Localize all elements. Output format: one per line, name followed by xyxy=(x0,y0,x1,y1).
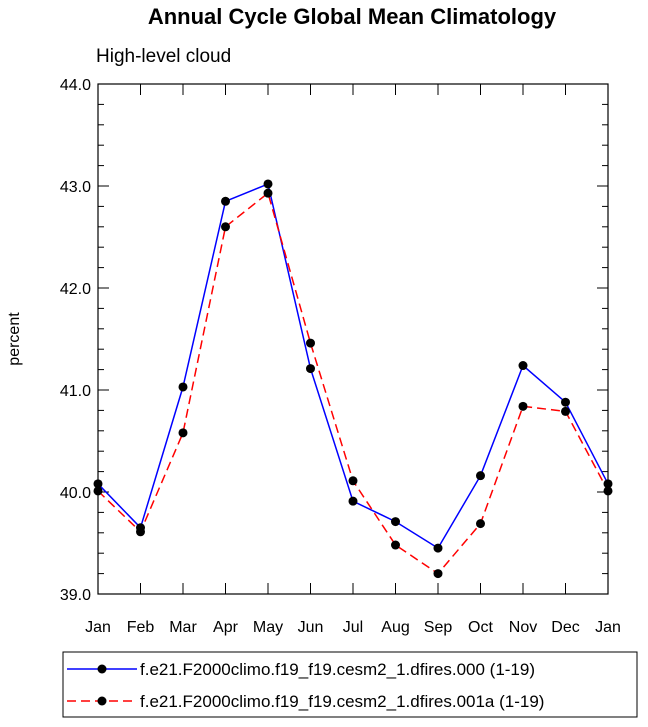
y-tick-label: 43.0 xyxy=(60,179,91,196)
series-0-point xyxy=(433,543,443,553)
series-1-point xyxy=(518,401,528,411)
x-tick-label: Jun xyxy=(298,619,324,636)
y-tick-label: 40.0 xyxy=(60,485,91,502)
series-1-point xyxy=(391,540,400,550)
x-tick-label: Sep xyxy=(424,619,453,636)
legend-marker-0 xyxy=(97,664,107,674)
x-tick-label: Jan xyxy=(85,619,111,636)
x-tick-label: Jan xyxy=(595,619,621,636)
legend-label-1: f.e21.F2000climo.f19_f19.cesm2_1.dfires.… xyxy=(140,692,544,711)
x-tick-label: Mar xyxy=(169,619,197,636)
series-0-point xyxy=(221,196,230,206)
series-layer xyxy=(93,179,613,579)
series-1-point xyxy=(561,406,570,416)
series-0-point xyxy=(476,471,485,481)
axis-ticks: 39.0 40.0 41.0 42.0 43.0 44.0 Jan Feb Mar Apr May J… xyxy=(60,77,621,636)
chart-subtitle: High-level cloud xyxy=(96,46,231,67)
plot-frame xyxy=(97,83,609,595)
x-tick-label: Jul xyxy=(343,619,363,636)
x-tick-label: Dec xyxy=(551,619,579,636)
x-tick-label: May xyxy=(253,619,283,636)
legend-label-0: f.e21.F2000climo.f19_f19.cesm2_1.dfires.… xyxy=(140,660,535,679)
legend-box xyxy=(62,651,638,718)
series-line-1 xyxy=(97,191,609,575)
y-tick-label: 39.0 xyxy=(60,587,91,604)
series-0-point xyxy=(306,364,315,374)
y-axis-label: percent xyxy=(6,312,23,366)
series-1-point xyxy=(433,569,443,579)
x-tick-label: Apr xyxy=(213,619,239,636)
series-1-point xyxy=(221,222,230,232)
legend-marker-1 xyxy=(97,696,107,706)
legend: f.e21.F2000climo.f19_f19.cesm2_1.dfires.… xyxy=(62,651,638,718)
x-tick-label: Oct xyxy=(468,619,493,636)
series-1-point xyxy=(476,519,485,529)
series-0-point xyxy=(348,496,358,506)
y-tick-label: 42.0 xyxy=(60,281,91,298)
series-0-point xyxy=(561,397,570,407)
y-tick-label: 44.0 xyxy=(60,77,91,94)
y-tick-label: 41.0 xyxy=(60,383,91,400)
series-0-point xyxy=(391,517,400,527)
series-1-point xyxy=(263,188,273,198)
chart-title: Annual Cycle Global Mean Climatology xyxy=(148,4,557,29)
series-0-point xyxy=(518,361,528,371)
series-line-0 xyxy=(97,182,609,550)
x-tick-label: Nov xyxy=(509,619,537,636)
series-1-point xyxy=(306,338,315,348)
series-1-point xyxy=(348,476,358,486)
x-tick-label: Feb xyxy=(127,619,155,636)
series-0-point xyxy=(178,382,188,392)
series-0-point xyxy=(263,179,273,189)
series-1-point xyxy=(178,428,188,438)
x-tick-label: Aug xyxy=(381,619,409,636)
series-1-point xyxy=(136,527,145,537)
